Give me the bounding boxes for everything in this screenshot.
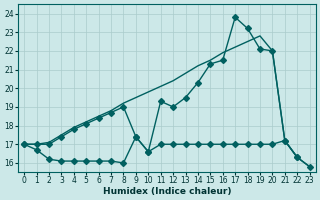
X-axis label: Humidex (Indice chaleur): Humidex (Indice chaleur) [103,187,231,196]
